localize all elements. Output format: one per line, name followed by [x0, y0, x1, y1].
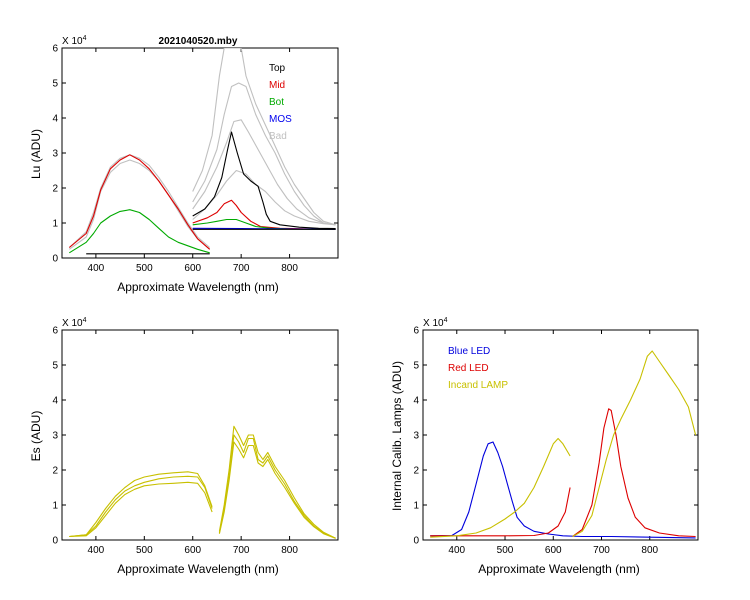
series-line-red-led	[572, 408, 696, 538]
series-line-es-1	[218, 434, 336, 539]
y-tick-label: 0	[52, 536, 58, 547]
series-line-es-3	[218, 441, 336, 539]
x-tick-label: 600	[184, 545, 201, 556]
legend-entry-red-led: Red LED	[448, 363, 489, 374]
exponent-label: X 104	[423, 317, 448, 329]
y-tick-label: 1	[413, 501, 419, 512]
y-tick-label: 4	[52, 396, 58, 407]
legend-entry-top: Top	[269, 63, 286, 74]
legend-entry-bot: Bot	[269, 97, 284, 108]
x-tick-label: 500	[136, 545, 153, 556]
x-axis-label: Approximate Wavelength (nm)	[117, 280, 279, 294]
series-line-bot	[69, 209, 210, 254]
series-line-bad	[192, 169, 336, 226]
series-line-es-3	[69, 481, 213, 538]
plot-frame	[61, 329, 339, 541]
x-tick-label: 700	[593, 545, 610, 556]
series-line-incand-lamp	[572, 350, 697, 537]
series-line-bad	[68, 159, 211, 250]
y-tick-label: 2	[52, 466, 58, 477]
legend: Blue LED Red LED Incand LAMP	[448, 346, 508, 391]
series-line-es-1	[69, 475, 213, 538]
x-tick-label: 400	[88, 545, 105, 556]
x-tick-label: 700	[233, 545, 250, 556]
x-tick-label: 800	[281, 263, 298, 274]
series-line-incand-lamp	[430, 437, 571, 538]
plot-frame	[422, 329, 699, 541]
y-tick-label: 3	[413, 431, 419, 442]
y-tick-label: 3	[52, 149, 58, 160]
x-tick-label: 500	[497, 545, 514, 556]
plot-area: 0 1 2 3 4 5 6 400 500 600 700 800	[413, 326, 699, 556]
series-line-top	[192, 131, 336, 230]
x-axis-label: Approximate Wavelength (nm)	[478, 562, 640, 576]
chart-lu: 2021040520.mby X 104 0 1 2 3 4 5 6 400 500 600 700…	[29, 35, 339, 294]
y-tick-label: 4	[52, 114, 58, 125]
legend-entry-incand-lamp: Incand LAMP	[448, 380, 508, 391]
y-axis-label: Internal Calib. Lamps (ADU)	[390, 361, 404, 511]
chart-es: X 104 0 1 2 3 4 5 6 400 500 600 700 800 Approximate…	[29, 317, 339, 576]
chart-title: 2021040520.mby	[159, 36, 238, 47]
x-tick-label: 800	[641, 545, 658, 556]
y-tick-label: 6	[52, 326, 58, 337]
x-tick-label: 600	[184, 263, 201, 274]
legend-entry-bad: Bad	[269, 131, 287, 142]
y-tick-label: 0	[52, 254, 58, 265]
y-tick-label: 5	[52, 79, 58, 90]
legend: Top Mid Bot MOS Bad	[269, 63, 292, 142]
x-tick-label: 400	[448, 545, 465, 556]
plot-area: 0 1 2 3 4 5 6 400 500 600 700 800	[52, 44, 339, 274]
x-tick-label: 800	[281, 545, 298, 556]
legend-entry-mid: Mid	[269, 80, 285, 91]
y-tick-label: 6	[52, 44, 58, 55]
y-tick-label: 2	[52, 184, 58, 195]
y-tick-label: 3	[52, 431, 58, 442]
y-tick-label: 5	[52, 361, 58, 372]
plot-area: 0 1 2 3 4 5 6 400 500 600 700 800	[52, 326, 339, 556]
series-line-es-2	[69, 471, 213, 538]
y-axis-label: Es (ADU)	[29, 411, 43, 462]
x-tick-label: 500	[136, 263, 153, 274]
y-tick-label: 2	[413, 466, 419, 477]
series-line-bad	[192, 48, 336, 226]
legend-entry-mos: MOS	[269, 114, 292, 125]
exponent-label: X 104	[62, 317, 87, 329]
series-line-red-led	[430, 487, 571, 537]
series-line-bad	[192, 82, 336, 226]
x-tick-label: 700	[233, 263, 250, 274]
x-axis-label: Approximate Wavelength (nm)	[117, 562, 279, 576]
y-tick-label: 1	[52, 219, 58, 230]
series-line-blue-led	[430, 441, 696, 539]
y-tick-label: 6	[413, 326, 419, 337]
y-tick-label: 4	[413, 396, 419, 407]
y-axis-label: Lu (ADU)	[29, 129, 43, 179]
y-tick-label: 1	[52, 501, 58, 512]
series-line-bad	[192, 119, 336, 226]
chart-lamps: X 104 0 1 2 3 4 5 6 400 500 600 700 800 Approximate…	[390, 317, 699, 576]
y-tick-label: 5	[413, 361, 419, 372]
series-line-bad	[68, 154, 211, 248]
x-tick-label: 600	[545, 545, 562, 556]
x-tick-label: 400	[88, 263, 105, 274]
exponent-label: X 104	[62, 35, 87, 47]
series-line-mid	[68, 154, 211, 250]
series-line-es-2	[218, 425, 336, 539]
y-tick-label: 0	[413, 536, 419, 547]
legend-entry-blue-led: Blue LED	[448, 346, 490, 357]
